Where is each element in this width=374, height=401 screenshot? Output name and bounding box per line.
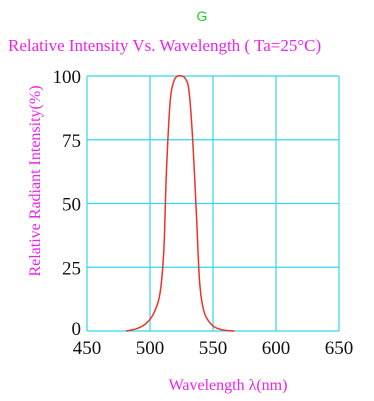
chart-title: Relative Intensity Vs. Wavelength ( Ta=2… [8, 36, 321, 55]
x-tick-label: 550 [199, 338, 228, 359]
y-tick-label: 75 [62, 131, 81, 152]
x-tick-label: 500 [136, 338, 165, 359]
y-tick-label: 0 [72, 319, 82, 340]
intensity-curve [125, 74, 235, 332]
x-tick-label: 650 [325, 338, 354, 359]
y-tick-label: 50 [62, 195, 81, 216]
x-tick-label: 450 [73, 338, 102, 359]
x-tick-labels: 450 500 550 600 650 [73, 338, 354, 359]
y-axis-label: Relative Radiant Intensity(%) [27, 85, 44, 276]
y-tick-labels: 0 25 50 75 100 [53, 67, 82, 340]
x-tick-label: 600 [262, 338, 291, 359]
y-tick-label: 100 [53, 67, 82, 88]
x-axis-label: Wavelength λ(nm) [169, 377, 288, 394]
series-label: G [197, 8, 208, 24]
grid [86, 75, 340, 332]
y-tick-label: 25 [62, 258, 81, 279]
